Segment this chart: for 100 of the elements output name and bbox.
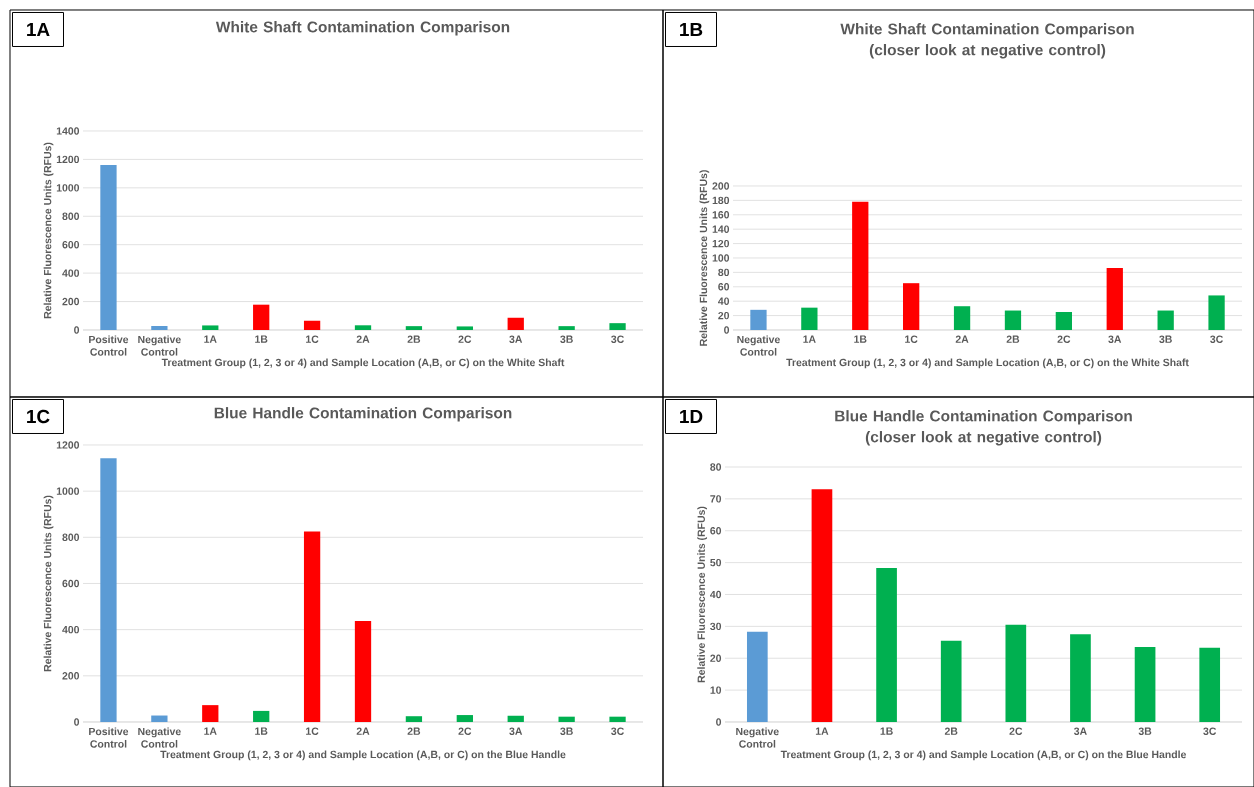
bar bbox=[940, 640, 962, 722]
bar bbox=[354, 325, 372, 330]
y-axis-title: Relative Fluorescence Units (RFUs) bbox=[697, 506, 708, 683]
bar bbox=[609, 716, 626, 722]
y-tick-label: 1200 bbox=[56, 441, 80, 449]
x-tick-label: 2B bbox=[1006, 335, 1020, 343]
bar bbox=[507, 715, 524, 722]
x-tick-label: 3B bbox=[1159, 335, 1172, 343]
x-tick-label: 2C bbox=[1057, 335, 1071, 343]
y-tick-label: 120 bbox=[712, 239, 730, 248]
bar bbox=[1005, 624, 1027, 722]
y-tick-label: 50 bbox=[710, 558, 722, 567]
x-tick-label: 1B bbox=[854, 335, 867, 343]
x-axis-title: Treatment Group (1, 2, 3 or 4) and Sample Location (A,B, or C) on the White Shaft bbox=[161, 358, 565, 369]
y-tick-label: 1000 bbox=[56, 487, 80, 495]
x-tick-label: 1C bbox=[306, 335, 319, 343]
x-tick-label: 1C bbox=[306, 727, 319, 735]
bar bbox=[100, 458, 117, 722]
x-tick-label: 3A bbox=[509, 335, 523, 343]
bar bbox=[811, 489, 833, 722]
bar bbox=[1199, 647, 1221, 722]
bar bbox=[303, 320, 321, 330]
x-tick-label: 1A bbox=[815, 727, 829, 735]
x-tick-label: 3C bbox=[1210, 335, 1223, 343]
bar bbox=[202, 705, 219, 722]
x-tick-label: 2A bbox=[356, 727, 370, 735]
bar bbox=[303, 531, 321, 722]
y-tick-label: 40 bbox=[710, 590, 722, 599]
bar bbox=[1134, 647, 1156, 722]
x-tick-label: 3C bbox=[611, 335, 624, 343]
x-tick-label: 3A bbox=[509, 727, 523, 735]
y-tick-label: 60 bbox=[718, 283, 730, 291]
y-tick-label: 140 bbox=[712, 225, 730, 233]
x-tick-label: Negative Control bbox=[737, 335, 780, 356]
x-tick-label: 3A bbox=[1074, 727, 1087, 735]
bar bbox=[456, 326, 473, 330]
y-axis-title: Relative Fluorescence Units (RFUs) bbox=[43, 142, 54, 319]
y-tick-label: 600 bbox=[62, 241, 80, 249]
y-tick-label: 1000 bbox=[56, 184, 80, 192]
y-tick-label: 100 bbox=[712, 254, 730, 262]
y-tick-label: 1400 bbox=[56, 127, 80, 135]
y-axis-title: Relative Fluorescence Units (RFUs) bbox=[43, 495, 54, 672]
y-tick-label: 20 bbox=[718, 311, 730, 320]
chart-title: Blue Handle Contamination Comparison (closer look at negative control) bbox=[835, 410, 1132, 446]
bar bbox=[1070, 634, 1091, 722]
x-tick-label: Negative Control bbox=[138, 335, 181, 356]
x-tick-label: 3B bbox=[560, 335, 573, 343]
y-tick-label: 200 bbox=[712, 182, 730, 190]
bar bbox=[1106, 268, 1123, 330]
y-tick-label: 10 bbox=[710, 686, 722, 694]
x-tick-label: Positive Control bbox=[89, 335, 129, 356]
bar bbox=[405, 326, 423, 330]
bar bbox=[507, 317, 524, 330]
x-tick-label: 1A bbox=[204, 335, 217, 343]
x-tick-label: 2B bbox=[407, 727, 421, 735]
y-tick-label: 20 bbox=[710, 654, 722, 662]
bar bbox=[1208, 295, 1225, 330]
y-tick-label: 1200 bbox=[56, 155, 80, 164]
y-tick-label: 40 bbox=[718, 297, 730, 305]
chart-title: White Shaft Contamination Comparison bbox=[215, 21, 510, 36]
chart-title: White Shaft Contamination Comparison (closer look at negative control) bbox=[840, 23, 1134, 59]
x-tick-label: 2A bbox=[356, 335, 370, 343]
y-tick-label: 30 bbox=[710, 622, 722, 631]
y-tick-label: 400 bbox=[62, 269, 80, 277]
x-tick-label: 2C bbox=[458, 335, 472, 343]
bar bbox=[253, 710, 270, 722]
y-tick-label: 600 bbox=[62, 579, 80, 588]
bar bbox=[750, 309, 767, 330]
bar bbox=[609, 323, 626, 330]
bar bbox=[903, 283, 920, 330]
y-tick-label: 800 bbox=[62, 533, 80, 542]
bar bbox=[953, 306, 971, 330]
bar bbox=[405, 716, 423, 722]
x-tick-label: 1B bbox=[880, 727, 893, 735]
bar bbox=[202, 325, 219, 330]
x-tick-label: 2B bbox=[407, 335, 421, 343]
y-tick-label: 180 bbox=[712, 196, 730, 205]
y-tick-label: 800 bbox=[62, 212, 80, 220]
x-tick-label: 1A bbox=[204, 727, 217, 735]
y-tick-label: 60 bbox=[710, 527, 722, 535]
text: 1C bbox=[27, 409, 50, 424]
x-tick-label: 2B bbox=[944, 727, 958, 735]
x-tick-label: 2C bbox=[458, 727, 472, 735]
x-tick-label: 1B bbox=[255, 335, 268, 343]
bar bbox=[852, 201, 869, 330]
x-tick-label: 3B bbox=[1138, 727, 1152, 735]
x-axis-title: Treatment Group (1, 2, 3 or 4) and Sample Location (A,B, or C) on the White Shaft bbox=[786, 358, 1189, 369]
bar bbox=[151, 715, 168, 722]
y-tick-label: 200 bbox=[62, 672, 80, 680]
x-tick-label: 2A bbox=[955, 335, 969, 343]
x-tick-label: 3C bbox=[611, 727, 624, 735]
bar bbox=[746, 631, 768, 722]
bar bbox=[876, 568, 897, 722]
y-tick-label: 80 bbox=[710, 463, 722, 471]
y-tick-label: 0 bbox=[724, 326, 730, 334]
x-tick-label: Negative Control bbox=[138, 727, 181, 748]
text: 1A bbox=[27, 22, 50, 36]
bar bbox=[801, 307, 818, 330]
x-tick-label: 3C bbox=[1203, 727, 1217, 735]
x-tick-label: Positive Control bbox=[89, 727, 129, 748]
